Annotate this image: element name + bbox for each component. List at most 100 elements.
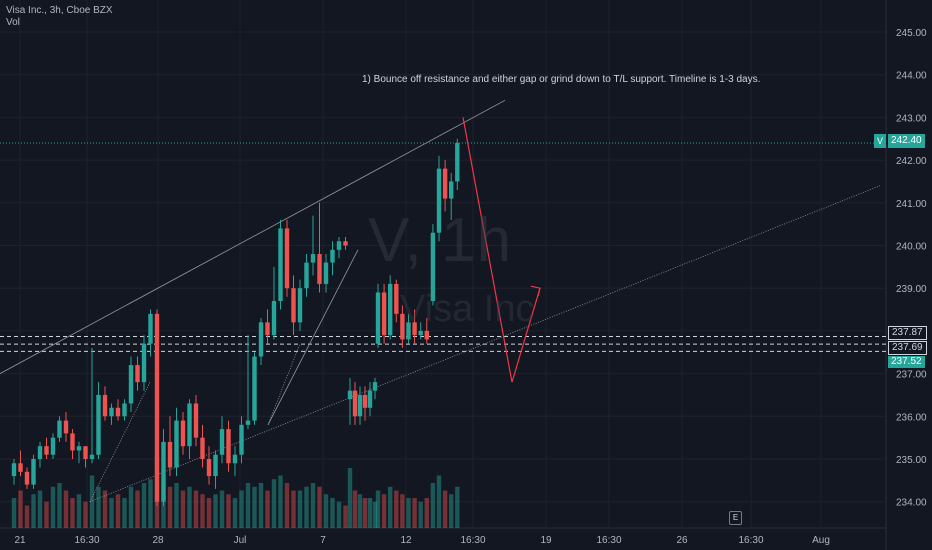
candle-body — [57, 420, 62, 438]
x-tick-label: 16:30 — [596, 535, 621, 546]
symbol-title: Visa Inc., 3h, Cboe BZX — [6, 5, 113, 16]
y-tick-label: 243.00 — [896, 113, 927, 124]
volume-bar — [317, 486, 322, 528]
x-tick-label: Jul — [234, 535, 247, 546]
volume-bar — [424, 498, 429, 528]
volume-bar — [367, 498, 373, 528]
candle-body — [18, 463, 23, 472]
minor-trendline-3 — [267, 343, 301, 425]
volume-bar — [128, 486, 134, 528]
volume-bar — [193, 490, 199, 528]
y-tick-label: 241.00 — [896, 199, 927, 210]
earnings-marker[interactable]: E — [729, 511, 742, 525]
candle-body — [37, 446, 43, 459]
volume-bar — [400, 494, 405, 528]
candle-body — [406, 322, 411, 340]
y-tick-label: 237.00 — [896, 370, 927, 381]
candle-body — [357, 394, 363, 417]
volume-bar — [449, 494, 454, 528]
volume-bar — [271, 479, 277, 528]
candle-body — [180, 420, 186, 447]
volume-bar — [245, 483, 251, 528]
volume-bar — [122, 498, 127, 528]
volume-bar — [167, 486, 173, 528]
y-tick-label: 239.00 — [896, 284, 927, 295]
watermark-name: Visa Inc — [400, 288, 535, 330]
volume-bar — [381, 494, 387, 528]
volume-bar — [330, 498, 335, 528]
x-tick-label: 12 — [400, 535, 412, 546]
volume-bar — [63, 490, 69, 528]
volume-bar — [115, 494, 121, 528]
x-tick-label: 16:30 — [738, 535, 763, 546]
x-tick-label: 21 — [14, 535, 26, 546]
candle-body — [323, 262, 329, 284]
candle-body — [89, 454, 95, 459]
candle-body — [102, 394, 108, 417]
candle-body — [352, 390, 358, 417]
volume-bar — [430, 483, 436, 528]
volume-bar — [357, 494, 363, 528]
volume-bar — [76, 494, 82, 528]
candle-body — [330, 249, 335, 263]
volume-bar — [24, 505, 30, 528]
y-tick-label: 235.00 — [896, 455, 927, 466]
volume-bar — [258, 483, 264, 528]
volume-bar — [239, 490, 244, 528]
candle-body — [50, 437, 56, 455]
volume-bar — [18, 490, 23, 528]
candle-body — [193, 403, 199, 438]
candle-body — [436, 168, 442, 233]
volume-bar — [148, 479, 153, 528]
candle-body — [63, 420, 69, 434]
candle-body — [76, 446, 82, 451]
candle-body — [70, 433, 75, 451]
candle-body — [455, 143, 460, 182]
candle-body — [154, 313, 160, 502]
volume-bar — [265, 490, 270, 528]
trade-annotation[interactable]: 1) Bounce off resistance and either gap … — [362, 74, 761, 85]
y-tick-label: 240.00 — [896, 242, 927, 253]
volume-bar — [83, 501, 88, 528]
candle-body — [400, 313, 405, 340]
volume-bar — [57, 483, 62, 528]
candle-body — [187, 403, 192, 447]
volume-bar — [310, 483, 316, 528]
volume-bar — [174, 483, 179, 528]
chart-header: Visa Inc., 3h, Cboe BZX Vol — [6, 5, 113, 29]
candle-body — [141, 343, 147, 383]
volume-bar — [50, 486, 56, 528]
candle-body — [271, 301, 277, 336]
y-tick-label: 236.00 — [896, 412, 927, 423]
volume-bar — [372, 501, 378, 528]
last-price-badge: 242.40 — [888, 134, 925, 148]
candle-body — [317, 254, 322, 284]
candle-body — [11, 463, 17, 477]
candle-body — [424, 330, 429, 340]
y-tick-label: 244.00 — [896, 71, 927, 82]
candle-body — [284, 228, 290, 289]
level-badge-2: 237.69 — [888, 341, 927, 355]
candle-body — [381, 292, 387, 336]
volume-bar — [343, 505, 348, 528]
candle-body — [278, 228, 283, 302]
candle-body — [174, 420, 179, 468]
volume-bar — [200, 494, 205, 528]
candle-body — [83, 446, 88, 459]
volume-bar — [11, 498, 17, 528]
volume-bar — [226, 494, 231, 528]
y-tick-label: 245.00 — [896, 28, 927, 39]
volume-bar — [232, 498, 238, 528]
candle-body — [200, 437, 205, 459]
candle-body — [24, 471, 30, 485]
resistance-trendline — [0, 99, 506, 374]
volume-bar — [278, 475, 283, 528]
candle-body — [232, 454, 238, 464]
candle-body — [291, 288, 296, 323]
volume-bar — [213, 494, 218, 528]
candle-body — [394, 283, 399, 314]
volume-bar — [31, 494, 36, 528]
candle-body — [362, 394, 368, 408]
volume-bar — [291, 490, 296, 528]
